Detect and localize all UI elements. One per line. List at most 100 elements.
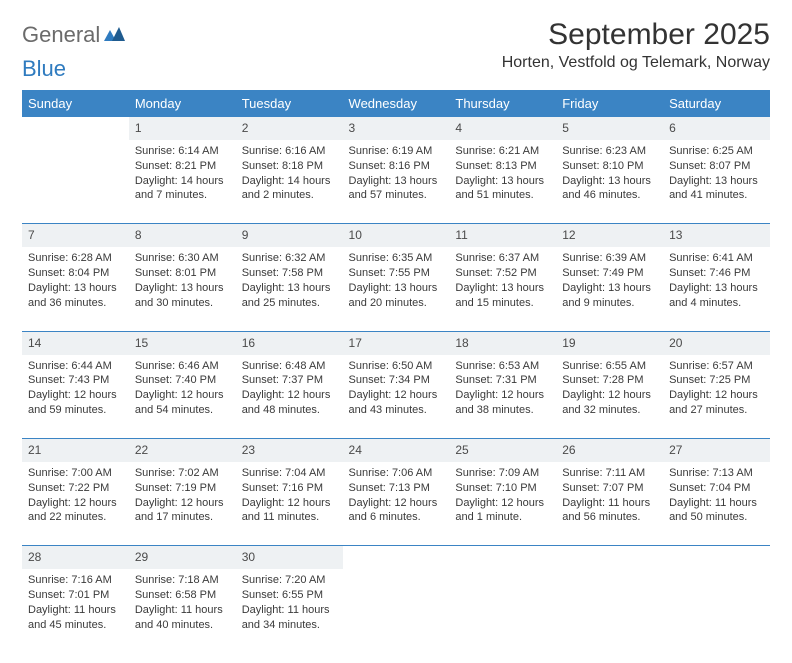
cell-line: Daylight: 13 hours	[242, 281, 337, 296]
daynum-cell: 12	[556, 224, 663, 247]
cell-line: and 30 minutes.	[135, 296, 230, 311]
cell-line: and 54 minutes.	[135, 403, 230, 418]
daynum-cell	[343, 546, 450, 569]
cell-line: Sunrise: 7:09 AM	[455, 466, 550, 481]
daynum-cell: 28	[22, 546, 129, 569]
cell-line: Sunrise: 6:46 AM	[135, 359, 230, 374]
daynum-cell: 30	[236, 546, 343, 569]
cell-line: and 45 minutes.	[28, 618, 123, 633]
daynum-cell: 18	[449, 331, 556, 354]
calendar-header-row: Sunday Monday Tuesday Wednesday Thursday…	[22, 90, 770, 117]
cell-line: Sunrise: 6:16 AM	[242, 144, 337, 159]
cell-line: Daylight: 12 hours	[669, 388, 764, 403]
cell-line: Daylight: 12 hours	[28, 496, 123, 511]
cell-line: Sunset: 7:16 PM	[242, 481, 337, 496]
cell-line: Sunrise: 6:53 AM	[455, 359, 550, 374]
day-number: 22	[135, 443, 148, 457]
cell-line: Sunset: 7:01 PM	[28, 588, 123, 603]
calendar-row: Sunrise: 6:44 AMSunset: 7:43 PMDaylight:…	[22, 355, 770, 439]
daynum-cell: 17	[343, 331, 450, 354]
cell-line: Sunset: 8:13 PM	[455, 159, 550, 174]
daynum-cell: 23	[236, 439, 343, 462]
cell-line: Sunrise: 7:06 AM	[349, 466, 444, 481]
daynum-cell: 27	[663, 439, 770, 462]
cell-line: Daylight: 12 hours	[135, 496, 230, 511]
day-number: 2	[242, 121, 249, 135]
cell-line: and 25 minutes.	[242, 296, 337, 311]
calendar-cell: Sunrise: 7:04 AMSunset: 7:16 PMDaylight:…	[236, 462, 343, 546]
day-number: 27	[669, 443, 682, 457]
calendar-page: General September 2025 Horten, Vestfold …	[0, 0, 792, 663]
calendar-cell: Sunrise: 6:39 AMSunset: 7:49 PMDaylight:…	[556, 247, 663, 331]
daynum-cell: 26	[556, 439, 663, 462]
logo-text-general: General	[22, 22, 100, 48]
page-subtitle: Horten, Vestfold og Telemark, Norway	[502, 54, 770, 72]
cell-line: Sunrise: 6:30 AM	[135, 251, 230, 266]
daynum-row: 14151617181920	[22, 331, 770, 354]
calendar-cell: Sunrise: 6:21 AMSunset: 8:13 PMDaylight:…	[449, 140, 556, 224]
daynum-cell	[449, 546, 556, 569]
cell-line: Daylight: 11 hours	[242, 603, 337, 618]
page-title: September 2025	[502, 18, 770, 52]
daynum-row: 78910111213	[22, 224, 770, 247]
daynum-cell: 15	[129, 331, 236, 354]
cell-line: and 22 minutes.	[28, 510, 123, 525]
cell-line: Sunset: 8:04 PM	[28, 266, 123, 281]
cell-line: and 2 minutes.	[242, 188, 337, 203]
col-header: Thursday	[449, 90, 556, 117]
day-number: 24	[349, 443, 362, 457]
calendar-cell: Sunrise: 7:16 AMSunset: 7:01 PMDaylight:…	[22, 569, 129, 653]
cell-line: Sunrise: 7:18 AM	[135, 573, 230, 588]
cell-line: Sunset: 8:18 PM	[242, 159, 337, 174]
cell-line: Daylight: 11 hours	[562, 496, 657, 511]
calendar-cell: Sunrise: 7:13 AMSunset: 7:04 PMDaylight:…	[663, 462, 770, 546]
daynum-cell: 29	[129, 546, 236, 569]
cell-line: and 1 minute.	[455, 510, 550, 525]
cell-line: Sunset: 7:46 PM	[669, 266, 764, 281]
day-number: 10	[349, 228, 362, 242]
calendar-cell: Sunrise: 6:30 AMSunset: 8:01 PMDaylight:…	[129, 247, 236, 331]
daynum-cell: 16	[236, 331, 343, 354]
day-number: 6	[669, 121, 676, 135]
daynum-cell	[663, 546, 770, 569]
day-number: 14	[28, 336, 41, 350]
day-number: 9	[242, 228, 249, 242]
cell-line: Daylight: 12 hours	[135, 388, 230, 403]
col-header: Sunday	[22, 90, 129, 117]
cell-line: Daylight: 13 hours	[562, 281, 657, 296]
day-number: 4	[455, 121, 462, 135]
calendar-cell: Sunrise: 6:19 AMSunset: 8:16 PMDaylight:…	[343, 140, 450, 224]
cell-line: Sunset: 7:52 PM	[455, 266, 550, 281]
calendar-cell: Sunrise: 6:35 AMSunset: 7:55 PMDaylight:…	[343, 247, 450, 331]
cell-line: Sunset: 7:34 PM	[349, 373, 444, 388]
cell-line: Sunrise: 6:39 AM	[562, 251, 657, 266]
daynum-cell: 2	[236, 117, 343, 140]
cell-line: and 50 minutes.	[669, 510, 764, 525]
cell-line: Sunset: 7:58 PM	[242, 266, 337, 281]
cell-line: Sunrise: 6:14 AM	[135, 144, 230, 159]
cell-line: and 40 minutes.	[135, 618, 230, 633]
cell-line: Sunset: 7:40 PM	[135, 373, 230, 388]
cell-line: and 46 minutes.	[562, 188, 657, 203]
daynum-cell: 5	[556, 117, 663, 140]
calendar-cell	[22, 140, 129, 224]
cell-line: Sunset: 7:31 PM	[455, 373, 550, 388]
cell-line: Sunset: 8:10 PM	[562, 159, 657, 174]
cell-line: Daylight: 13 hours	[669, 281, 764, 296]
day-number: 30	[242, 550, 255, 564]
cell-line: Daylight: 13 hours	[455, 174, 550, 189]
cell-line: Daylight: 13 hours	[349, 281, 444, 296]
cell-line: Sunset: 7:04 PM	[669, 481, 764, 496]
cell-line: Sunset: 7:25 PM	[669, 373, 764, 388]
cell-line: Daylight: 12 hours	[242, 496, 337, 511]
cell-line: Sunrise: 6:25 AM	[669, 144, 764, 159]
cell-line: Sunrise: 7:16 AM	[28, 573, 123, 588]
cell-line: Sunset: 7:49 PM	[562, 266, 657, 281]
cell-line: Sunrise: 6:23 AM	[562, 144, 657, 159]
cell-line: Daylight: 13 hours	[562, 174, 657, 189]
cell-line: and 6 minutes.	[349, 510, 444, 525]
cell-line: Sunrise: 6:44 AM	[28, 359, 123, 374]
daynum-cell: 21	[22, 439, 129, 462]
day-number: 25	[455, 443, 468, 457]
cell-line: and 43 minutes.	[349, 403, 444, 418]
